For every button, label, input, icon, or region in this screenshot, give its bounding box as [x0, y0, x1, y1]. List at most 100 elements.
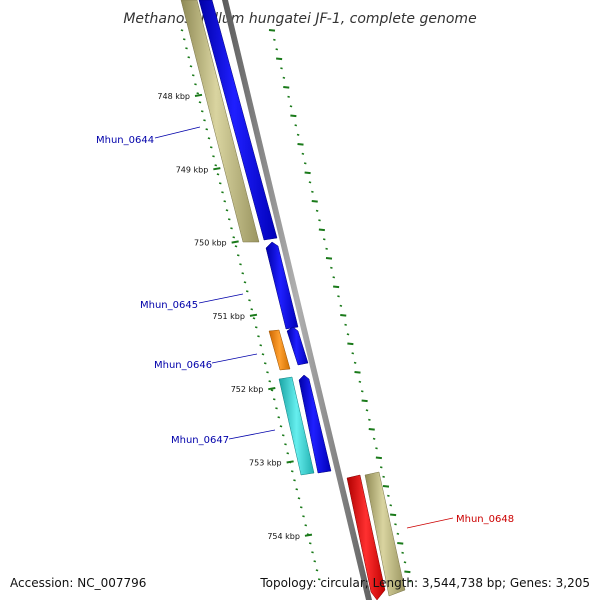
- accession-info: Accession: NC_007796: [10, 576, 146, 590]
- inner-tick: [216, 173, 220, 176]
- scale-marks: 748 kbp 749 kbp 750 kbp 751 kbp 752 kbp 753 k…: [157, 92, 313, 541]
- outer-tick: [382, 475, 385, 478]
- outer-tick: [273, 38, 276, 41]
- outer-tick: [387, 494, 390, 497]
- gene-label-0647[interactable]: Mhun_0647: [171, 435, 229, 446]
- inner-tick: [223, 200, 227, 203]
- gene-label-0644[interactable]: Mhun_0644: [96, 135, 154, 146]
- gene-label-0645[interactable]: Mhun_0645: [140, 300, 198, 311]
- inner-tick: [295, 488, 299, 491]
- inner-tick: [232, 236, 236, 239]
- genes-prefix: ; Genes:: [502, 576, 556, 590]
- gene-label-group-0645: Mhun_0645: [140, 293, 244, 311]
- inner-tick: [257, 335, 260, 338]
- inner-tick: [209, 146, 213, 149]
- outer-tick: [280, 67, 283, 70]
- outer-tick: [351, 352, 355, 355]
- outer-tick: [276, 57, 283, 61]
- tick-label: 752 kbp: [231, 385, 264, 394]
- inner-tick: [241, 272, 245, 275]
- tick-label: 748 kbp: [157, 92, 190, 101]
- inner-tick: [299, 506, 303, 509]
- outer-tick: [308, 181, 312, 184]
- gene-label-0646[interactable]: Mhun_0646: [154, 360, 212, 371]
- inner-tick: [189, 65, 193, 68]
- outer-tick: [275, 48, 279, 51]
- outer-tick: [379, 466, 383, 469]
- leader-line-0645: [198, 293, 244, 304]
- map-title: Methanospirillum hungatei JF-1, complete…: [123, 11, 476, 27]
- inner-tick: [261, 353, 265, 356]
- inner-tick: [311, 551, 314, 554]
- inner-tick: [254, 326, 258, 329]
- tick-label: 749 kbp: [176, 165, 209, 174]
- outer-tick: [346, 333, 350, 336]
- outer-tick: [333, 285, 340, 289]
- highlight-feature-0648: [346, 474, 386, 600]
- inner-tick: [200, 110, 204, 113]
- inner-tick: [221, 191, 224, 194]
- outer-tick: [394, 523, 397, 526]
- inner-tick: [277, 416, 281, 419]
- inner-tick: [308, 542, 312, 545]
- inner-tick: [218, 182, 222, 185]
- outer-tick: [361, 399, 368, 403]
- inner-tick: [198, 101, 202, 104]
- length-value: 3,544,738 bp: [421, 576, 502, 590]
- inner-tick: [191, 74, 195, 77]
- inner-tick: [252, 317, 256, 320]
- inner-tick: [304, 524, 308, 527]
- outer-tick: [289, 105, 293, 108]
- tick-label: 751 kbp: [212, 312, 245, 321]
- inner-tick: [266, 371, 269, 374]
- cds-feature-0644: [198, 0, 278, 241]
- inner-tick: [207, 137, 211, 140]
- outer-tick: [347, 342, 354, 346]
- outer-tick: [339, 304, 343, 307]
- outer-tick: [368, 428, 375, 431]
- outer-tick: [330, 266, 333, 269]
- topology-prefix: Topology:: [260, 576, 321, 590]
- outer-tick: [372, 437, 376, 440]
- inner-tick: [272, 398, 276, 401]
- outer-tick: [322, 238, 326, 241]
- outer-tick: [301, 152, 305, 155]
- major-tick: [249, 313, 258, 317]
- leader-line-0648: [406, 517, 454, 529]
- inner-tick: [194, 83, 197, 86]
- inner-tick: [315, 569, 319, 572]
- genome-stats: Topology: circular; Length: 3,544,738 bp…: [260, 576, 590, 590]
- inner-tick: [317, 578, 321, 581]
- major-tick: [286, 460, 294, 464]
- inner-tick: [248, 299, 251, 302]
- outer-tick: [268, 29, 276, 32]
- outer-tick: [283, 86, 290, 89]
- major-tick: [231, 240, 239, 244]
- gene-label-group-0647: Mhun_0647: [171, 429, 276, 446]
- rrna-feature-0647: [278, 376, 315, 476]
- outer-tick: [315, 209, 319, 212]
- inner-tick: [297, 497, 301, 500]
- inner-tick: [214, 164, 218, 167]
- outer-tick: [311, 190, 314, 193]
- cds-feature-0646: [286, 326, 309, 366]
- gene-label-0648[interactable]: Mhun_0648: [456, 514, 514, 525]
- inner-tick: [250, 308, 254, 311]
- accession-value: NC_007796: [77, 576, 147, 590]
- inner-tick: [230, 227, 233, 230]
- inner-tick: [182, 38, 186, 41]
- length-prefix: ; Length:: [364, 576, 422, 590]
- outer-tick: [389, 504, 393, 507]
- leader-line-0647: [228, 429, 276, 440]
- inner-tick: [227, 218, 231, 221]
- inner-tick: [275, 407, 278, 410]
- inner-tick: [243, 281, 247, 284]
- inner-tick: [302, 515, 305, 518]
- outer-tick: [282, 76, 286, 79]
- inner-tick: [268, 380, 272, 383]
- outer-tick: [353, 361, 357, 364]
- outer-tick: [297, 143, 304, 146]
- outer-tick: [375, 456, 382, 460]
- outer-tick: [368, 418, 371, 421]
- outer-tick: [358, 380, 362, 383]
